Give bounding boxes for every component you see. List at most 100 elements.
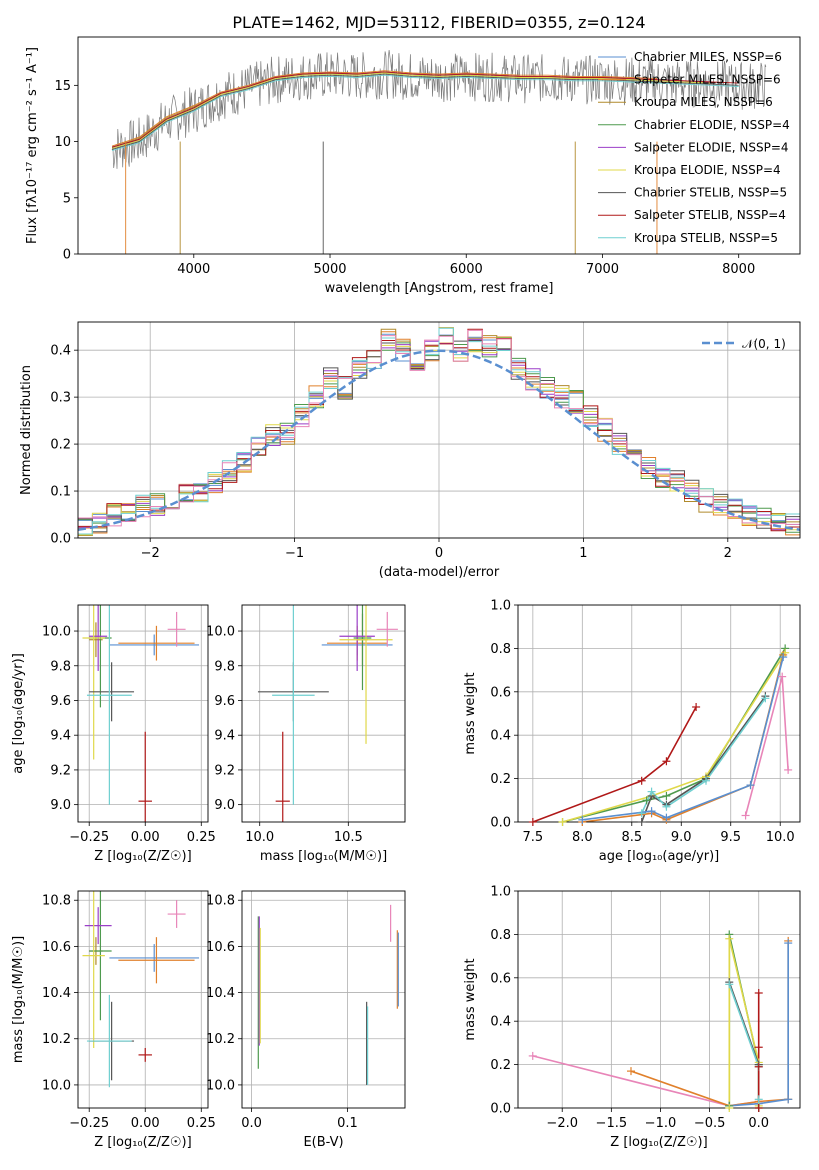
x-axis-label: Z [log₁₀(Z/Z☉)] xyxy=(94,849,191,864)
y-tick-label: 9.6 xyxy=(214,694,235,709)
chart-title: PLATE=1462, MJD=53112, FIBERID=0355, z=0… xyxy=(232,13,645,32)
x-axis-label: age [log₁₀(age/yr)] xyxy=(599,849,720,864)
x-tick-label: 8.0 xyxy=(572,830,593,845)
axes-frame xyxy=(241,890,406,1109)
axes-frame xyxy=(77,321,801,539)
x-tick-label: −1.5 xyxy=(596,1116,628,1131)
panel-mass_vs_Z: −0.25 0.00 0.25 10.0 10.2 10.4 10.6 10.8 Z [log₁… xyxy=(11,890,216,1150)
x-tick-label: 5000 xyxy=(313,262,346,277)
y-tick-label: 10.8 xyxy=(42,894,71,909)
x-tick-label: 0.25 xyxy=(187,830,216,845)
y-tick-label: 10.4 xyxy=(42,986,71,1001)
legend-label: Salpeter MILES, NSSP=6 xyxy=(634,73,781,87)
panel-mass_vs_EBV: 0.0 0.1 10.0 10.2 10.4 10.6 10.8 E(B-V) xyxy=(206,890,406,1150)
y-tick-label: 10.0 xyxy=(206,1078,235,1093)
x-tick-label: −0.5 xyxy=(694,1116,726,1131)
y-tick-label: 10.0 xyxy=(42,625,71,640)
model-spectrum-line xyxy=(111,70,658,147)
x-tick-label: 0.0 xyxy=(748,1116,769,1131)
x-axis-label: wavelength [Angstrom, rest frame] xyxy=(325,281,554,296)
x-tick-label: 0.25 xyxy=(187,1116,216,1131)
plot-area xyxy=(78,891,208,1108)
panel-spectrum: 4000 5000 6000 7000 8000 0 5 10 15 wavelength [An… xyxy=(25,13,801,296)
gaussian-curve xyxy=(78,349,800,532)
y-tick-label: 10.4 xyxy=(206,986,235,1001)
axes-frame xyxy=(241,604,406,823)
y-axis-label: age [log₁₀(age/yr)] xyxy=(11,653,26,774)
weight-line xyxy=(562,652,786,822)
observed-spectrum-line xyxy=(111,49,767,169)
panel-weight_vs_age: 7.5 8.0 8.5 9.0 9.5 10.0 0.0 0.2 0.4 0.6 0.8 1.0 age… xyxy=(463,599,801,864)
y-tick-label: 0.2 xyxy=(50,438,71,453)
weight-line xyxy=(640,697,767,814)
x-tick-label: −1.0 xyxy=(645,1116,677,1131)
legend-label: Kroupa ELODIE, NSSP=4 xyxy=(634,163,781,177)
y-tick-label: 10.2 xyxy=(42,1032,71,1047)
y-tick-label: 0.6 xyxy=(490,685,511,700)
x-tick-label: 10.0 xyxy=(245,830,274,845)
axes-frame xyxy=(77,604,209,823)
model-spectrum-line xyxy=(111,72,712,149)
x-tick-label: 9.0 xyxy=(671,830,692,845)
y-tick-label: 0.0 xyxy=(490,1102,511,1117)
y-tick-label: 9.2 xyxy=(214,763,235,778)
x-axis-label: Z [log₁₀(Z/Z☉)] xyxy=(94,1135,191,1150)
x-tick-label: −2 xyxy=(141,546,160,561)
axes-frame xyxy=(77,890,209,1109)
plot-area xyxy=(518,605,800,822)
legend-label: Salpeter ELODIE, NSSP=4 xyxy=(634,140,789,154)
x-tick-label: 0.0 xyxy=(241,1116,262,1131)
model-spectrum-line xyxy=(111,74,739,152)
axes-frame xyxy=(517,890,801,1109)
y-tick-label: 10.0 xyxy=(42,1078,71,1093)
x-tick-label: −1 xyxy=(285,546,304,561)
y-tick-label: 0.0 xyxy=(490,816,511,831)
y-tick-label: 0.4 xyxy=(50,344,71,359)
y-tick-label: 9.4 xyxy=(214,729,235,744)
plot-area xyxy=(518,891,800,1108)
model-spectrum-line xyxy=(111,73,739,150)
legend-label: 𝒩(0, 1) xyxy=(742,337,786,351)
y-tick-label: 0.2 xyxy=(490,772,511,787)
y-tick-label: 5 xyxy=(63,191,71,206)
legend-label: Chabrier ELODIE, NSSP=4 xyxy=(634,118,790,132)
x-tick-label: 8.5 xyxy=(621,830,642,845)
y-tick-label: 0.4 xyxy=(490,1015,511,1030)
y-tick-label: 0.4 xyxy=(490,729,511,744)
x-tick-label: 10.5 xyxy=(334,830,363,845)
y-axis-label: Normed distribution xyxy=(19,365,34,495)
plot-area xyxy=(242,605,405,822)
y-tick-label: 0 xyxy=(63,248,71,263)
x-tick-label: 0.00 xyxy=(131,830,160,845)
y-axis-label: mass weight xyxy=(463,672,478,754)
x-tick-label: 8000 xyxy=(722,262,755,277)
axes-frame xyxy=(77,36,801,255)
x-tick-label: 6000 xyxy=(450,262,483,277)
y-tick-label: 9.0 xyxy=(50,798,71,813)
x-axis-label: E(B-V) xyxy=(303,1135,343,1150)
y-tick-label: 0.0 xyxy=(50,532,71,547)
y-tick-label: 0.1 xyxy=(50,485,71,500)
x-tick-label: 1 xyxy=(579,546,587,561)
y-axis-label: Flux [fλ10⁻¹⁷ erg cm⁻² s⁻¹ A⁻¹] xyxy=(25,47,40,244)
y-tick-label: 0.8 xyxy=(490,642,511,657)
plot-area xyxy=(111,49,767,254)
x-axis-label: Z [log₁₀(Z/Z☉)] xyxy=(610,1135,707,1150)
y-tick-label: 10.0 xyxy=(206,625,235,640)
panel-age_vs_Z: −0.25 0.00 0.25 9.0 9.2 9.4 9.6 9.8 10.0 Z [log₁₀… xyxy=(11,604,216,864)
y-tick-label: 10.8 xyxy=(206,894,235,909)
model-spectrum-line xyxy=(111,71,739,148)
y-tick-label: 15 xyxy=(54,79,71,94)
legend-label: Kroupa MILES, NSSP=6 xyxy=(634,95,773,109)
x-tick-label: −0.25 xyxy=(69,1116,109,1131)
weight-line xyxy=(532,706,697,822)
y-tick-label: 10.6 xyxy=(206,940,235,955)
legend-label: Chabrier MILES, NSSP=6 xyxy=(634,50,782,64)
x-tick-label: −2.0 xyxy=(546,1116,578,1131)
weight-line xyxy=(744,676,789,816)
x-tick-label: 9.5 xyxy=(720,830,741,845)
y-tick-label: 1.0 xyxy=(490,885,511,900)
y-tick-label: 10 xyxy=(54,135,71,150)
x-tick-label: 0 xyxy=(435,546,443,561)
